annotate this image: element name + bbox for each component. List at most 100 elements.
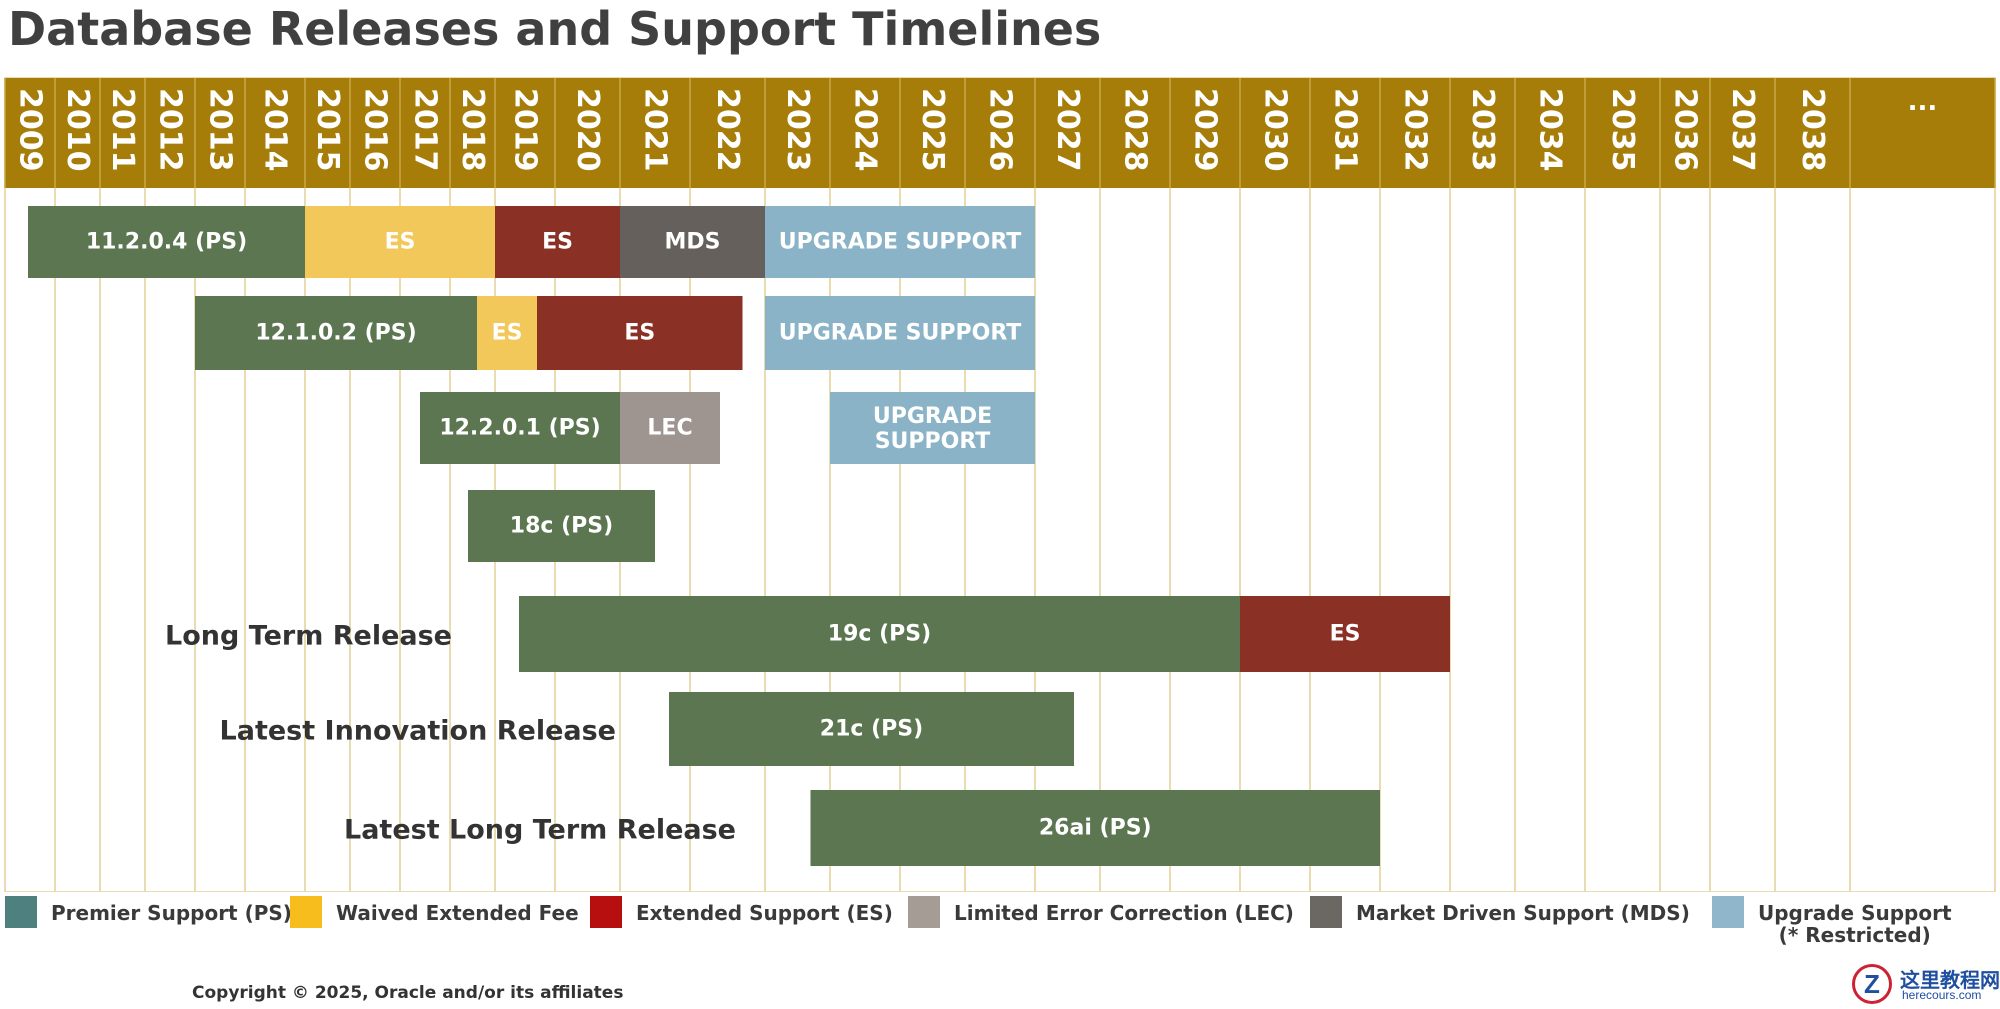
year-label: 2013 bbox=[203, 88, 238, 172]
segment-bar-upgrade bbox=[765, 296, 1035, 370]
segment-label: 21c (PS) bbox=[820, 717, 923, 742]
legend-item: Premier Support (PS) bbox=[5, 896, 292, 928]
segment-bar-es bbox=[495, 206, 620, 278]
segment-label: 11.2.0.4 (PS) bbox=[86, 230, 247, 255]
segment-label: ES bbox=[624, 321, 655, 346]
legend-item: Upgrade Support (* Restricted) bbox=[1712, 896, 1952, 946]
segment-label: ES bbox=[492, 321, 523, 346]
watermark: Z 这里教程网 herecours.com bbox=[1852, 964, 2000, 1006]
legend-label: Waived Extended Fee bbox=[336, 896, 579, 924]
legend-swatch bbox=[5, 896, 37, 928]
segment-label: 18c (PS) bbox=[510, 514, 613, 539]
segment-bar-waived bbox=[305, 206, 495, 278]
copyright-text: Copyright © 2025, Oracle and/or its affi… bbox=[192, 983, 624, 1003]
year-label: 2034 bbox=[1533, 88, 1568, 172]
watermark-cn-text: 这里教程网 bbox=[1900, 968, 2000, 992]
segment-label: UPGRADE SUPPORT bbox=[779, 321, 1022, 346]
legend-label-text: Upgrade Support bbox=[1758, 901, 1952, 925]
legend-label-text: Market Driven Support (MDS) bbox=[1356, 901, 1690, 925]
segment-label: 12.1.0.2 (PS) bbox=[255, 321, 416, 346]
year-label: 2035 bbox=[1605, 88, 1640, 172]
segment-label: ES bbox=[385, 230, 416, 255]
legend-label-text: Limited Error Correction (LEC) bbox=[954, 901, 1294, 925]
year-label: 2010 bbox=[60, 88, 95, 172]
watermark-logo-icon: Z bbox=[1852, 964, 1892, 1004]
row-label: Latest Long Term Release bbox=[344, 815, 736, 846]
legend-label-subtext: (* Restricted) bbox=[1778, 923, 1931, 947]
year-label: 2030 bbox=[1258, 88, 1293, 172]
segment-label: LEC bbox=[647, 416, 692, 441]
segment-bar-ps bbox=[810, 790, 1380, 866]
year-header-band bbox=[5, 78, 1995, 188]
year-label: 2036 bbox=[1668, 88, 1703, 172]
year-label: ... bbox=[1908, 87, 1938, 117]
year-label: 2027 bbox=[1050, 88, 1085, 172]
segment-label: 19c (PS) bbox=[828, 622, 931, 647]
legend-swatch bbox=[290, 896, 322, 928]
row-label: Long Term Release bbox=[165, 621, 452, 652]
segment-label: MDS bbox=[665, 230, 721, 255]
year-label: 2021 bbox=[638, 88, 673, 172]
segment-label: 26ai (PS) bbox=[1039, 816, 1152, 841]
segment-label: UPGRADE SUPPORT bbox=[779, 230, 1022, 255]
year-label: 2016 bbox=[358, 88, 393, 172]
segment-label-line: UPGRADE bbox=[873, 403, 992, 428]
year-label: 2019 bbox=[508, 88, 543, 172]
gantt-chart: 2009 2010 2011 2012 2013 2014 2015 2016 2017 2018… bbox=[4, 77, 1996, 892]
segment-bar-es bbox=[1240, 596, 1450, 672]
watermark-en-text: herecours.com bbox=[1902, 988, 1982, 1002]
year-label: 2022 bbox=[710, 88, 745, 172]
legend-label: Upgrade Support (* Restricted) bbox=[1758, 896, 1952, 946]
legend-label-text: Waived Extended Fee bbox=[336, 901, 579, 925]
segment-bar-ps bbox=[28, 206, 305, 278]
legend-label-text: Extended Support (ES) bbox=[636, 901, 893, 925]
segment-bar-es bbox=[537, 296, 743, 370]
segment-label: 12.2.0.1 (PS) bbox=[439, 416, 600, 441]
chart-title: Database Releases and Support Timelines bbox=[8, 2, 1102, 56]
segment-bar-upgrade bbox=[830, 392, 1035, 464]
year-label: 2025 bbox=[915, 88, 950, 172]
year-label: 2029 bbox=[1188, 88, 1223, 172]
segment-label: ES bbox=[1330, 622, 1361, 647]
year-label: 2024 bbox=[848, 88, 883, 172]
legend-label-text: Premier Support (PS) bbox=[51, 901, 292, 925]
segment-label: UPGRADE SUPPORT bbox=[873, 403, 992, 453]
year-label: 2020 bbox=[570, 88, 605, 172]
year-label: 2009 bbox=[13, 88, 48, 172]
segment-bar-ps bbox=[420, 392, 620, 464]
year-label: 2028 bbox=[1118, 88, 1153, 172]
segment-bar-waived bbox=[477, 296, 537, 370]
row-label: Latest Innovation Release bbox=[220, 716, 616, 747]
legend-item: Limited Error Correction (LEC) bbox=[908, 896, 1294, 928]
legend-item: Extended Support (ES) bbox=[590, 896, 893, 928]
segment-bar-ps bbox=[195, 296, 477, 370]
segment-bar-lec bbox=[620, 392, 720, 464]
segment-label: ES bbox=[542, 230, 573, 255]
year-label: 2038 bbox=[1795, 88, 1830, 172]
year-label: 2023 bbox=[780, 88, 815, 172]
year-label: 2012 bbox=[153, 88, 188, 172]
year-label: 2033 bbox=[1465, 88, 1500, 172]
legend-item: Market Driven Support (MDS) bbox=[1310, 896, 1690, 928]
segment-bar-ps bbox=[669, 692, 1074, 766]
legend: Premier Support (PS) Waived Extended Fee E… bbox=[0, 892, 2000, 962]
year-label: 2031 bbox=[1328, 88, 1363, 172]
legend-swatch bbox=[908, 896, 940, 928]
legend-item: Waived Extended Fee bbox=[290, 896, 579, 928]
legend-label: Premier Support (PS) bbox=[51, 896, 292, 924]
year-label: 2018 bbox=[455, 88, 490, 172]
legend-label: Market Driven Support (MDS) bbox=[1356, 896, 1690, 924]
segment-bar-mds bbox=[620, 206, 765, 278]
year-label: 2014 bbox=[258, 88, 293, 172]
legend-swatch bbox=[1712, 896, 1744, 928]
year-label: 2037 bbox=[1725, 88, 1760, 172]
plot-area bbox=[4, 77, 1996, 892]
legend-label: Extended Support (ES) bbox=[636, 896, 893, 924]
year-label: 2026 bbox=[983, 88, 1018, 172]
legend-label: Limited Error Correction (LEC) bbox=[954, 896, 1294, 924]
legend-swatch bbox=[1310, 896, 1342, 928]
segment-label-line: SUPPORT bbox=[875, 429, 991, 454]
year-label: 2017 bbox=[408, 88, 443, 172]
year-label: 2015 bbox=[310, 88, 345, 172]
segment-bar-ps bbox=[519, 596, 1240, 672]
